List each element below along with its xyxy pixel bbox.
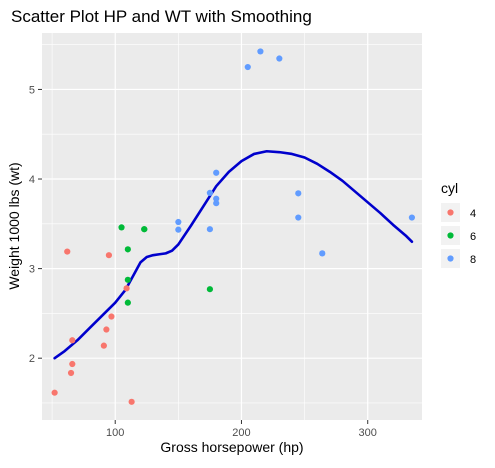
data-point-cyl-6 <box>118 224 125 231</box>
data-point-cyl-8 <box>295 214 302 221</box>
legend-label-6: 6 <box>470 231 476 243</box>
y-tick-label: 3 <box>29 264 35 276</box>
axis-layer: 100 200 300 2 3 4 5 <box>29 84 377 439</box>
data-point-cyl-8 <box>244 63 251 71</box>
x-tick-label: 100 <box>106 427 124 439</box>
data-point-cyl-8 <box>295 190 302 197</box>
y-tick-label: 5 <box>29 84 35 96</box>
data-point-cyl-6 <box>141 226 148 233</box>
data-point-cyl-4 <box>69 360 76 368</box>
data-point-cyl-8 <box>276 55 283 62</box>
chart-title: Scatter Plot HP and WT with Smoothing <box>11 7 312 26</box>
data-point-cyl-4 <box>105 252 113 259</box>
data-point-cyl-8 <box>319 250 326 257</box>
legend-label-4: 4 <box>470 208 476 220</box>
legend: cyl 4 6 8 <box>441 180 476 268</box>
data-point-cyl-6 <box>124 246 131 253</box>
points-layer <box>51 48 416 405</box>
data-point-cyl-8 <box>408 214 416 221</box>
plot-panel <box>42 33 422 420</box>
data-point-cyl-4 <box>128 398 135 405</box>
data-point-cyl-6 <box>124 299 131 306</box>
legend-marker-8 <box>447 255 454 262</box>
data-point-cyl-4 <box>100 342 107 349</box>
data-point-cyl-4 <box>108 313 115 320</box>
data-point-cyl-8 <box>213 200 220 207</box>
data-point-cyl-8 <box>175 226 182 233</box>
data-point-cyl-6 <box>206 286 214 293</box>
data-point-cyl-8 <box>257 48 264 55</box>
data-point-cyl-8 <box>206 226 214 233</box>
data-point-cyl-8 <box>213 169 220 176</box>
data-point-cyl-4 <box>67 369 75 377</box>
legend-label-8: 8 <box>470 254 476 266</box>
legend-marker-4 <box>447 209 454 216</box>
data-point-cyl-8 <box>175 218 182 226</box>
legend-title: cyl <box>441 180 458 196</box>
data-point-cyl-4 <box>103 326 110 333</box>
data-point-cyl-6 <box>124 276 131 283</box>
smoothing-curve <box>53 149 414 360</box>
y-tick-label: 2 <box>29 353 35 365</box>
x-tick-label: 300 <box>359 427 377 439</box>
y-tick-label: 4 <box>29 174 35 186</box>
data-point-cyl-4 <box>123 285 130 292</box>
data-point-cyl-4 <box>64 248 71 255</box>
data-point-cyl-4 <box>51 389 58 396</box>
data-point-cyl-4 <box>69 337 76 344</box>
legend-marker-6 <box>447 232 454 239</box>
grid-layer <box>42 33 422 420</box>
data-point-cyl-8 <box>213 195 220 202</box>
data-point-cyl-8 <box>206 189 214 197</box>
y-axis-title: Weight 1000 lbs (wt) <box>6 162 22 289</box>
x-tick-label: 200 <box>232 427 250 439</box>
smooth-layer <box>53 149 414 360</box>
x-axis-title: Gross horsepower (hp) <box>160 439 303 455</box>
